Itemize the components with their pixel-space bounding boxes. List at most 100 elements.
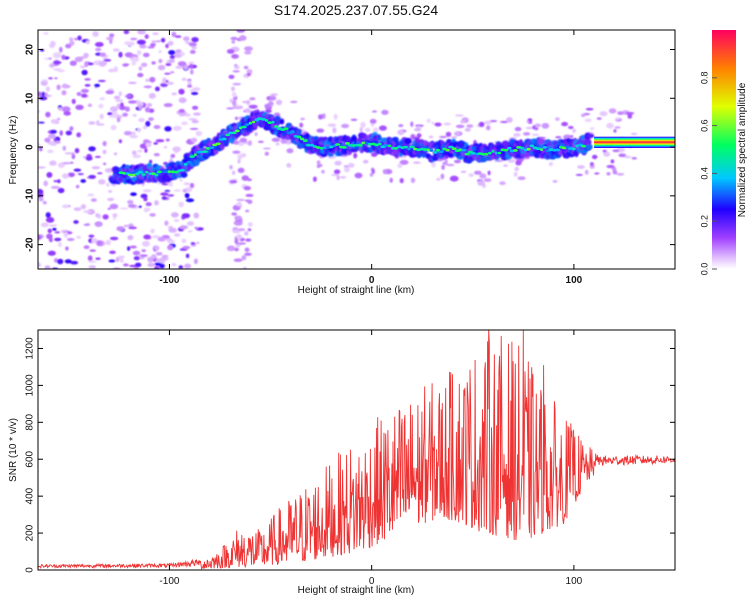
noise-blob	[241, 255, 247, 261]
noise-blob	[139, 44, 147, 49]
snr-y-tick-label: 200	[25, 524, 36, 541]
ridge-peak	[141, 173, 146, 176]
noise-blob	[122, 112, 128, 117]
noise-blob	[399, 159, 409, 165]
noise-blob	[439, 135, 447, 139]
noise-blob	[75, 104, 84, 111]
noise-blob	[155, 258, 161, 263]
noise-blob	[265, 109, 272, 114]
noise-blob	[85, 40, 90, 45]
noise-blob	[144, 148, 148, 153]
noise-blob	[555, 117, 560, 121]
noise-blob	[230, 36, 238, 41]
noise-blob	[132, 154, 141, 158]
noise-blob	[531, 133, 540, 136]
noise-blob	[146, 103, 153, 107]
noise-blob	[247, 140, 252, 146]
ridge-peak	[494, 151, 498, 155]
noise-blob	[300, 117, 305, 121]
noise-blob	[184, 263, 192, 269]
noise-blob	[104, 168, 114, 173]
noise-blob	[166, 194, 175, 197]
ridge-cell	[585, 144, 593, 150]
noise-blob	[56, 84, 61, 91]
noise-blob	[96, 240, 103, 247]
figure-title: S174.2025.237.07.55.G24	[274, 2, 438, 18]
noise-blob	[44, 265, 51, 269]
ridge-peak	[154, 173, 159, 177]
noise-blob	[245, 108, 251, 114]
noise-blob	[108, 68, 116, 73]
ridge-peak	[161, 170, 165, 174]
noise-blob	[178, 108, 185, 113]
noise-blob	[244, 248, 249, 251]
noise-blob	[431, 161, 436, 168]
ridge-peak	[302, 139, 308, 143]
noise-blob	[232, 150, 241, 154]
noise-blob	[334, 160, 342, 166]
noise-blob	[372, 110, 377, 113]
noise-blob	[128, 226, 138, 230]
noise-blob	[175, 35, 182, 38]
noise-blob	[145, 202, 152, 207]
noise-blob	[440, 173, 445, 180]
noise-blob	[149, 213, 156, 217]
noise-blob	[47, 141, 56, 145]
noise-blob	[514, 126, 522, 132]
ridge-peak	[555, 148, 560, 152]
noise-blob	[76, 92, 82, 96]
noise-blob	[95, 213, 99, 218]
noise-blob	[188, 118, 198, 121]
noise-blob	[625, 111, 635, 115]
noise-blob	[175, 65, 183, 70]
ridge-peak	[132, 173, 136, 177]
ridge-peak	[290, 130, 295, 134]
noise-blob	[50, 40, 56, 47]
noise-blob	[80, 179, 86, 183]
noise-blob	[149, 159, 153, 164]
noise-blob	[179, 225, 189, 230]
noise-blob	[127, 100, 137, 104]
noise-blob	[105, 239, 112, 246]
noise-blob	[347, 162, 355, 168]
ridge-peak	[491, 149, 495, 153]
noise-blob	[513, 133, 521, 137]
noise-blob	[360, 121, 366, 128]
ridge-peak	[507, 146, 512, 150]
noise-blob	[66, 238, 75, 241]
ridge-peak	[260, 117, 266, 121]
ridge-peak	[403, 145, 408, 149]
noise-blob	[127, 246, 131, 251]
noise-blob	[80, 204, 87, 210]
noise-blob	[246, 69, 253, 75]
noise-blob	[98, 103, 104, 109]
noise-blob	[49, 160, 57, 166]
noise-blob	[245, 193, 254, 197]
noise-blob	[359, 126, 363, 133]
ridge-peak	[189, 155, 195, 159]
noise-blob	[231, 91, 237, 98]
noise-blob	[181, 77, 187, 82]
noise-blob	[116, 226, 125, 232]
noise-blob	[141, 249, 146, 253]
ridge-peak	[118, 171, 124, 175]
noise-blob	[275, 99, 283, 106]
noise-blob	[517, 176, 526, 180]
noise-blob	[142, 189, 152, 193]
noise-blob	[67, 172, 76, 178]
noise-blob	[158, 50, 162, 54]
noise-blob	[57, 258, 64, 265]
noise-blob	[232, 100, 237, 106]
noise-blob	[249, 97, 256, 101]
constant-band-stripe	[594, 137, 675, 139]
snr-x-tick-label: 0	[369, 576, 375, 587]
noise-blob	[119, 207, 129, 210]
noise-blob	[399, 178, 404, 184]
ridge-cell	[520, 153, 527, 158]
ridge-peak	[445, 148, 450, 152]
noise-blob	[514, 166, 520, 172]
constant-band-stripe	[594, 144, 675, 146]
noise-blob	[128, 81, 137, 85]
noise-blob	[97, 79, 106, 83]
constant-band-stripe	[594, 138, 675, 140]
